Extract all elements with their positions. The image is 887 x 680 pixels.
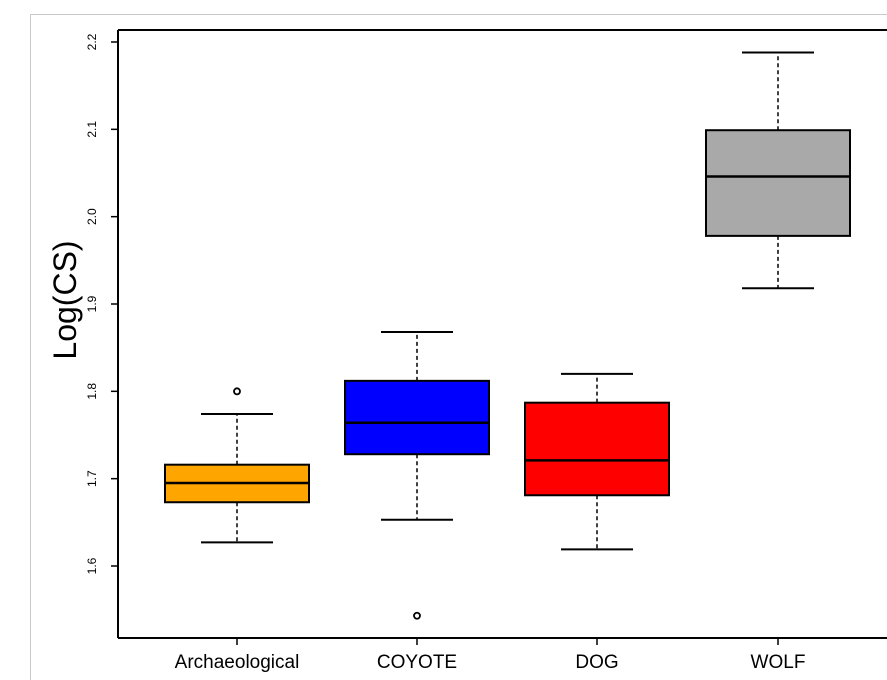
y-tick-label: 2.2 (85, 33, 99, 50)
y-tick-label: 1.9 (85, 295, 99, 312)
x-category-label: DOG (575, 652, 618, 673)
box-body (524, 401, 670, 497)
box-body (344, 379, 490, 456)
x-category-label: WOLF (751, 652, 806, 673)
y-tick-label: 1.8 (85, 383, 99, 400)
y-tick-label: 2.1 (85, 121, 99, 138)
y-tick-label: 1.6 (85, 557, 99, 574)
box-body (705, 129, 851, 237)
box-coyote (344, 330, 490, 620)
box-wolf (705, 51, 851, 290)
box-archaeological (164, 387, 310, 544)
x-axis: Archaeological COYOTE DOG WOLF (175, 638, 806, 673)
y-axis-title: Log(CS) (47, 240, 83, 359)
y-axis: 1.6 1.7 1.8 1.9 2.0 2.1 2.2 (85, 33, 118, 574)
boxes-layer (164, 51, 851, 620)
y-tick-label: 2.0 (85, 208, 99, 225)
figure-frame (30, 14, 887, 680)
x-category-label: Archaeological (175, 652, 300, 673)
outlier-point (413, 611, 421, 620)
outlier-point (233, 387, 241, 396)
box-dog (524, 372, 670, 551)
y-tick-label: 1.7 (85, 470, 99, 487)
plot-frame-layer (117, 29, 887, 639)
x-category-label: COYOTE (377, 652, 457, 673)
